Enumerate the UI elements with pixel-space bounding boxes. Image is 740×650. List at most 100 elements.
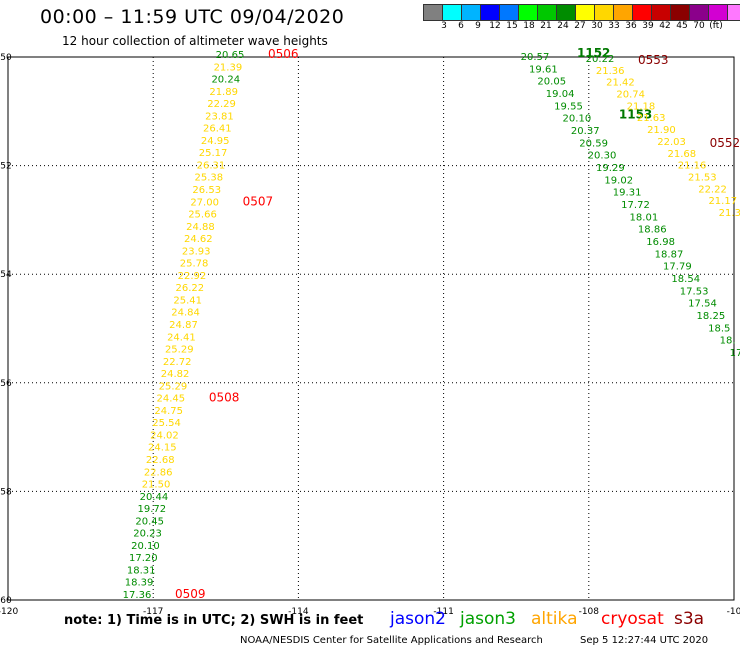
colorbar-label: 36	[625, 21, 637, 31]
swh-value: 17	[730, 348, 740, 359]
colorbar-label: 39	[642, 21, 654, 31]
colorbar	[423, 4, 740, 21]
pass-time-label: 0553	[638, 53, 669, 67]
swh-value: 25.54	[152, 418, 181, 429]
swh-value: 19.04	[546, 89, 575, 100]
swh-value: 26.53	[192, 185, 221, 196]
swh-value: 25.17	[199, 148, 228, 159]
colorbar-label: 30	[591, 21, 603, 31]
swh-value: 24.15	[148, 443, 177, 454]
swh-value: 21.68	[668, 149, 697, 160]
colorbar-label: 70	[693, 21, 705, 31]
colorbar-label: 18	[523, 21, 535, 31]
colorbar-label: 33	[608, 21, 620, 31]
x-tick-label: -120	[0, 607, 18, 617]
swh-value: 20.24	[211, 75, 240, 86]
swh-value: 21.36	[719, 208, 740, 219]
swh-value: 22.03	[657, 137, 686, 148]
swh-value: 25.29	[159, 381, 188, 392]
swh-value: 24.82	[161, 369, 190, 380]
y-tick-label: -60	[0, 596, 12, 606]
swh-value: 20.45	[135, 516, 164, 527]
swh-value: 27.00	[190, 197, 219, 208]
swh-value: 23.81	[205, 111, 234, 122]
swh-value: 17.79	[663, 262, 692, 273]
plot-frame	[7, 56, 735, 601]
legend-cryosat: cryosat	[601, 609, 664, 629]
colorbar-label: 42	[659, 21, 671, 31]
swh-value: 21.50	[142, 480, 171, 491]
x-tick-label: -117	[143, 607, 163, 617]
swh-value: 19.61	[529, 64, 558, 75]
swh-value: 21.39	[214, 62, 243, 73]
swh-value: 22.86	[144, 467, 173, 478]
swh-value: 18.5	[708, 323, 730, 334]
chart-title: 00:00 – 11:59 UTC 09/04/2020	[40, 6, 345, 28]
x-tick-label: -114	[288, 607, 309, 617]
swh-value: 19.29	[596, 163, 625, 174]
swh-value: 25.66	[188, 210, 217, 221]
swh-value: 17.53	[680, 286, 709, 297]
swh-value: 25.38	[195, 173, 224, 184]
swh-value: 21.18	[627, 101, 656, 112]
colorbar-swatch	[727, 4, 740, 21]
pass-time-label: 0506	[268, 47, 299, 61]
legend-jason3: jason3	[460, 609, 516, 629]
swh-value: 21.16	[678, 161, 707, 172]
swh-value: 16.98	[646, 237, 675, 248]
swh-value: 18.86	[638, 225, 667, 236]
colorbar-label: 27	[574, 21, 586, 31]
legend-s3a: s3a	[674, 609, 705, 629]
swh-value: 23.93	[182, 246, 211, 257]
colorbar-label: 15	[506, 21, 518, 31]
swh-value: 26.41	[203, 124, 232, 135]
swh-value: 24.95	[201, 136, 230, 147]
colorbar-label: 6	[458, 21, 464, 31]
swh-value: 21.63	[637, 113, 666, 124]
pass-time-label: 0507	[243, 194, 274, 208]
swh-value: 18.54	[671, 274, 700, 285]
swh-value: 24.88	[186, 222, 215, 233]
swh-value: 17.36	[123, 590, 152, 601]
colorbar-label: 9	[475, 21, 481, 31]
swh-value: 21.42	[606, 78, 635, 89]
swh-value: 21.53	[688, 172, 717, 183]
chart-subtitle: 12 hour collection of altimeter wave hei…	[62, 34, 328, 48]
swh-value: 18.01	[630, 212, 659, 223]
swh-value: 25.78	[180, 259, 209, 270]
swh-value: 21.89	[209, 87, 238, 98]
pass-time-label: 0552	[710, 136, 740, 150]
legend-jason2: jason2	[390, 609, 446, 629]
swh-value: 18.	[720, 336, 736, 347]
y-tick-label: -54	[0, 270, 12, 280]
pass-time-label: 0509	[175, 587, 206, 601]
legend-altika: altika	[531, 609, 578, 629]
swh-value: 20.10	[563, 114, 592, 125]
swh-value: 24.62	[184, 234, 213, 245]
y-tick-label: -52	[0, 162, 12, 172]
swh-value: 24.45	[156, 394, 185, 405]
x-tick-label: -108	[579, 607, 600, 617]
colorbar-label: 45	[676, 21, 688, 31]
swh-value: 24.75	[154, 406, 183, 417]
colorbar-label: 21	[540, 21, 552, 31]
swh-value: 18.87	[655, 249, 684, 260]
colorbar-label: 3	[441, 21, 447, 31]
swh-value: 20.05	[537, 77, 566, 88]
pass-time-label: 1152	[577, 46, 610, 60]
footer-credit: NOAA/NESDIS Center for Satellite Applica…	[240, 635, 543, 646]
swh-value: 20.22	[586, 54, 615, 65]
swh-value: 24.84	[171, 308, 200, 319]
colorbar-label: (ft)	[709, 21, 723, 31]
swh-value: 20.30	[588, 151, 617, 162]
swh-value: 26.31	[197, 160, 226, 171]
swh-value: 17.54	[688, 299, 717, 310]
swh-value: 19.02	[604, 175, 633, 186]
swh-value: 24.87	[169, 320, 198, 331]
pass-time-label: 1153	[619, 108, 652, 122]
swh-value: 25.41	[173, 295, 202, 306]
swh-value: 19.31	[613, 188, 642, 199]
swh-value: 24.41	[167, 332, 196, 343]
swh-value: 18.25	[697, 311, 726, 322]
